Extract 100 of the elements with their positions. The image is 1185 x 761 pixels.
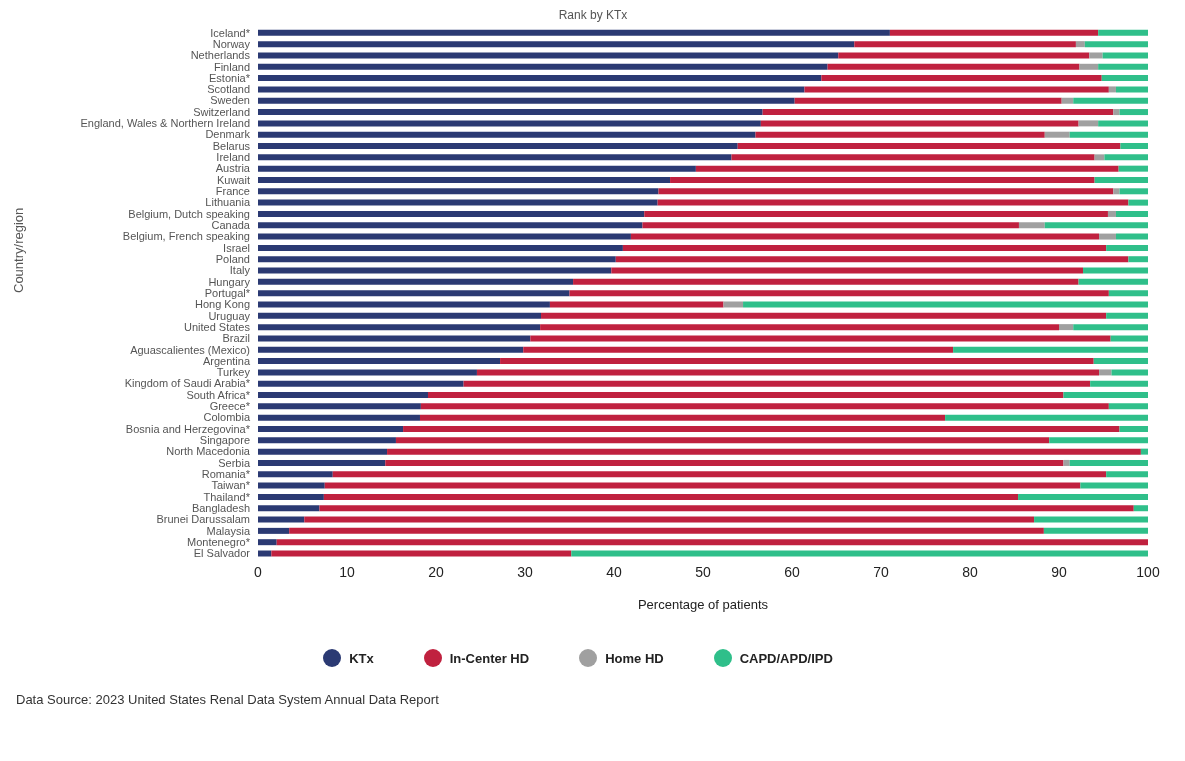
y-tick-label: Denmark [205,128,251,141]
bar [1115,233,1148,240]
bar [760,120,1079,127]
x-tick-label: 60 [784,563,800,580]
bar [1128,256,1148,263]
y-tick-label: Iceland* [210,26,251,39]
bar [657,199,1129,206]
bar [387,448,1141,455]
bar [258,97,795,104]
bar [1094,176,1148,183]
bar [1106,471,1148,478]
y-tick-label: Serbia [218,456,251,469]
y-tick-label: Aguascalientes (Mexico) [130,343,250,356]
legend-label: CAPD/APD/IPD [738,649,833,667]
y-tick-label: Belarus [212,139,251,152]
bar [403,426,1120,432]
y-tick-label: Brunei Darussalam [156,513,250,526]
bar [258,527,290,534]
bar [258,41,855,48]
bar [658,188,1114,195]
y-tick-label: Norway [212,37,251,50]
y-tick-label: Bosnia and Herzegovina* [125,422,251,435]
bar [258,437,396,444]
bar [695,165,1119,172]
bar [1111,369,1148,376]
y-tick-label: Turkey [216,366,251,379]
y-tick-label: England, Wales & Northern Ireland [80,117,250,130]
bar [1115,210,1148,217]
bar [569,290,1109,297]
legend-label: Home HD [604,649,664,667]
bar [827,63,1080,70]
bar [1113,109,1120,116]
legend-label: KTx [348,649,374,667]
bar [258,256,616,263]
bar [258,493,324,500]
bar [540,324,1059,331]
chart-title: Rank by KTx [557,8,629,22]
bar [1089,52,1103,59]
bar [1099,369,1112,376]
bar [1063,392,1148,399]
y-tick-label: Italy [229,264,251,277]
bar [1079,63,1099,70]
bar [258,403,421,410]
bar [644,210,1108,217]
bar [1140,448,1148,455]
bar [258,165,696,172]
bar [395,437,1050,444]
y-tick-label: Hungary [208,275,251,288]
bar [258,75,822,82]
bar [258,143,738,150]
bar [1106,312,1148,319]
y-tick-label: Estonia* [209,71,251,84]
bar [737,143,1121,150]
y-tick-label: Lithuania [205,196,251,209]
bar [889,29,1099,36]
bar [1133,505,1148,512]
bar [258,312,542,319]
bar [1119,426,1148,432]
bar [258,176,671,183]
bar [258,29,890,36]
bar [258,301,550,308]
x-axis-title: Percentage of patients [637,597,769,612]
y-tick-label: North Macedonia [166,445,251,458]
bar [271,550,572,557]
bar [258,426,404,432]
bar [258,471,333,478]
y-tick-label: Bangladesh [191,501,250,514]
bar [258,392,428,399]
bar [1090,380,1148,387]
y-tick-label: Belgium, French speaking [122,230,250,243]
bar [1084,41,1148,48]
bar [611,267,1084,274]
bar [670,176,1095,183]
x-tick-label: 70 [873,563,889,580]
y-tick-label: Scotland [207,83,250,96]
legend-label: In-Center HD [448,649,530,667]
bar [1113,188,1120,195]
y-axis-title: Country/region [10,207,26,293]
bar [1102,52,1148,59]
bar [1118,165,1148,172]
y-tick-label: Greece* [209,400,251,413]
bar [385,459,1064,466]
bar [258,63,828,70]
bar [258,233,631,240]
bar [258,222,643,229]
bar [838,52,1090,59]
x-tick-label: 20 [428,563,444,580]
bar [258,550,272,557]
y-tick-label: Kingdom of Saudi Arabia* [124,377,251,390]
bar [794,97,1062,104]
y-tick-label: Singapore [199,434,250,447]
bar [258,120,761,127]
bar [743,301,1148,308]
bar [258,52,839,59]
y-tick-label: Romania* [201,468,251,481]
bar [258,516,305,523]
source-note: Data Source: 2023 United States Renal Data System Annual Data Report [16,692,440,707]
bar [1115,86,1148,93]
bar [427,392,1064,399]
bar [258,86,805,93]
